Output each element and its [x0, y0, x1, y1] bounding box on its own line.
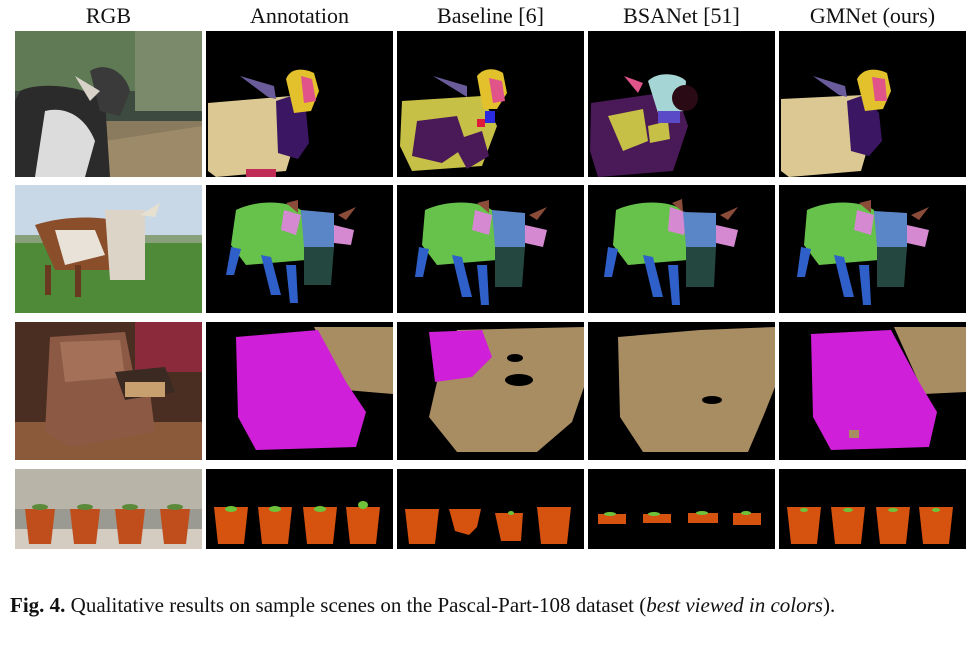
cow-bsanet-mask	[588, 185, 775, 313]
goat-gmnet-mask	[779, 31, 966, 177]
qualitative-results-figure: RGB Annotation Baseline [6] BSANet [51] …	[15, 3, 966, 549]
figure-caption-text: Qualitative results on sample scenes on …	[65, 593, 647, 617]
figure-caption-italic: best viewed in colors	[646, 593, 823, 617]
potted-plants-gmnet-mask	[779, 469, 966, 549]
cow-rgb-photo	[15, 185, 202, 313]
goat-rgb-photo	[15, 31, 202, 177]
figure-caption-end: ).	[822, 593, 836, 617]
column-header-baseline: Baseline [6]	[437, 3, 544, 28]
goat-annotation-mask	[206, 31, 393, 177]
potted-plants-bsanet-mask	[588, 469, 775, 549]
armchair-bsanet-mask	[588, 322, 775, 460]
armchair-gmnet-mask	[779, 322, 966, 460]
potted-plants-rgb-photo	[15, 469, 202, 549]
column-header-rgb: RGB	[85, 3, 132, 28]
cow-annotation-mask	[206, 185, 393, 313]
figure-caption-label: Fig. 4.	[10, 593, 66, 617]
column-header-bsanet: BSANet [51]	[623, 3, 740, 28]
armchair-baseline-mask	[397, 322, 584, 460]
figure-caption: Fig. 4. Qualitative results on sample sc…	[10, 590, 970, 620]
goat-bsanet-mask	[588, 31, 775, 177]
goat-baseline-mask	[397, 31, 584, 177]
potted-plants-baseline-mask	[397, 469, 584, 549]
column-header-gmnet: GMNet (ours)	[809, 3, 936, 28]
armchair-annotation-mask	[206, 322, 393, 460]
column-header-annotation: Annotation	[250, 3, 349, 28]
potted-plants-annotation-mask	[206, 469, 393, 549]
cow-gmnet-mask	[779, 185, 966, 313]
armchair-rgb-photo	[15, 322, 202, 460]
cow-baseline-mask	[397, 185, 584, 313]
